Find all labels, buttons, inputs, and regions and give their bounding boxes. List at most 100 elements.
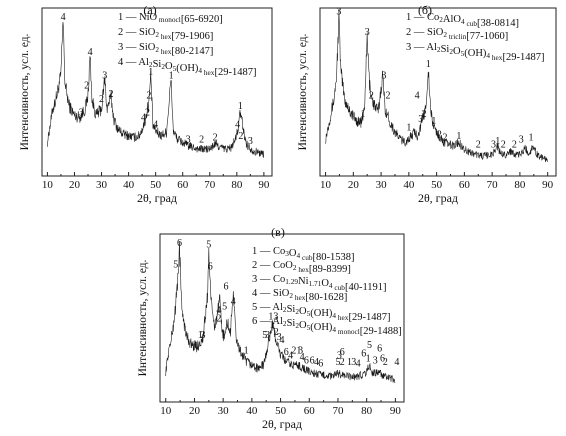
x-tick-label: 60 [304, 405, 316, 417]
peak-label: 6 [340, 347, 345, 358]
peak-label: 5 [206, 239, 211, 250]
plot-frame [41, 7, 273, 177]
peak-label: 6 [361, 349, 366, 360]
peak-label: 2 [386, 91, 391, 102]
xrd-panel-3: 10 20 30 40 50 60 70 80 90 2θ, град Интенсивность,… [137, 225, 405, 431]
peak-label: 3 [373, 355, 378, 366]
legend-entry: 1 — NiO monocl[65-6920] [118, 12, 223, 25]
peak-label: 3 [298, 345, 303, 356]
x-tick-label: 50 [431, 179, 443, 191]
peak-label: 6 [318, 359, 323, 370]
peak-label: 2 [238, 131, 243, 142]
x-tick-label: 70 [204, 179, 216, 191]
peak-label: 4 [153, 119, 158, 130]
peak-label: 6 [377, 344, 382, 355]
x-tick-label: 80 [514, 179, 526, 191]
svg-text:3 — Al2Si2O5(OH)4 hex[29-1487]: 3 — Al2Si2O5(OH)4 hex[29-1487] [406, 42, 544, 63]
x-tick-label: 10 [42, 179, 54, 191]
x-axis-label: 2θ, град [137, 191, 177, 205]
legend-entry: 3 — Co1.29Ni1.71O4 cub[40-1191] [252, 274, 387, 293]
peak-label: 1 [148, 67, 153, 78]
peak-label: 4 [280, 335, 285, 346]
x-tick-label: 70 [487, 179, 499, 191]
peak-label: 13 [268, 312, 278, 323]
peak-label: 2 [109, 89, 114, 100]
legend-entry: 3 — SiO2 hex[80-2147] [118, 42, 213, 57]
x-tick-label: 20 [69, 179, 81, 191]
plot-frame [319, 7, 557, 177]
svg-text:6 — Al2Si2O5(OH)4 monocl[29-14: 6 — Al2Si2O5(OH)4 monocl[29-1488] [252, 316, 402, 337]
x-tick-label: 20 [189, 405, 201, 417]
diffraction-trace [325, 8, 548, 163]
peak-label: 3 [491, 139, 496, 150]
svg-text:5 — Al2Si2O5(OH)4 hex[29-1487]: 5 — Al2Si2O5(OH)4 hex[29-1487] [252, 302, 390, 323]
y-axis-label: Интенсивность, усл. ед. [137, 259, 149, 376]
peak-label: 1 [366, 354, 371, 365]
peak-label: 2 [476, 139, 481, 150]
peak-label: 1 [361, 109, 366, 120]
svg-text:4 — Al2Si2O5(OH)4 hex[29-1487]: 4 — Al2Si2O5(OH)4 hex[29-1487] [118, 57, 256, 78]
peak-label: 1 [456, 131, 461, 142]
svg-text:2 — SiO2 triclin[77-1060]: 2 — SiO2 triclin[77-1060] [406, 27, 508, 42]
peak-label: 1 [347, 357, 352, 368]
peak-label: 1 [169, 71, 174, 82]
peak-label: 4 [235, 119, 240, 130]
peak-label: 5 [173, 260, 178, 271]
peak-label: 6 [284, 347, 289, 358]
peak-label: 1 [406, 123, 411, 134]
svg-text:1 — Co2AlO4 cub[38-0814]: 1 — Co2AlO4 cub[38-0814] [406, 12, 519, 29]
peak-label: 2 [146, 91, 151, 102]
peak-label: 3 [365, 27, 370, 38]
legend-entry: 3 — Al2Si2O5(OH)4 hex[29-1487] [406, 42, 544, 63]
x-tick-label: 90 [542, 179, 554, 191]
peak-label: 3 [79, 108, 84, 119]
peak-label: 2 [383, 357, 388, 368]
peak-label: 2 [512, 139, 517, 150]
peak-label: 3 [186, 134, 191, 145]
svg-text:2 — SiO2 hex[79-1906]: 2 — SiO2 hex[79-1906] [118, 27, 213, 42]
svg-text:1 — NiO monocl[65-6920]: 1 — NiO monocl[65-6920] [118, 12, 223, 25]
legend-entry: 6 — Al2Si2O5(OH)4 monocl[29-1488] [252, 316, 402, 337]
peak-label: 1 [426, 59, 431, 70]
legend-entry: 2 — SiO2 triclin[77-1060] [406, 27, 508, 42]
peak-label: 1 [198, 330, 203, 341]
x-tick-label: 80 [361, 405, 373, 417]
peak-label: 1 [495, 136, 500, 147]
peak-label: 5 [335, 357, 340, 368]
peak-label: 2 [369, 91, 374, 102]
panel-label: (в) [271, 225, 285, 239]
legend-entry: 4 — Al2Si2O5(OH)4 hex[29-1487] [118, 57, 256, 78]
peak-label: 6 [224, 281, 229, 292]
diffraction-trace [165, 240, 396, 384]
legend-entry: 1 — Co3O4 cub[80-1538] [252, 246, 355, 263]
x-tick-label: 50 [275, 405, 287, 417]
peak-label: 2 [340, 357, 345, 368]
peak-label: 3 [277, 332, 282, 343]
peak-label: 6 [208, 261, 213, 272]
x-tick-label: 70 [332, 405, 344, 417]
peak-label: 4 [231, 297, 236, 308]
peak-label: 4 [141, 113, 146, 124]
peak-label: 4 [300, 352, 305, 363]
panel-label: (б) [418, 3, 432, 17]
x-tick-label: 80 [231, 179, 243, 191]
peak-label: 4 [288, 350, 293, 361]
svg-text:2 — CoO2 hex[89-8399]: 2 — CoO2 hex[89-8399] [252, 260, 351, 275]
peak-label: 6 [177, 238, 182, 249]
peak-label: 4 [356, 359, 361, 370]
phase-legend: 1 — NiO monocl[65-6920] 2 — SiO2 hex[79-1… [118, 12, 256, 78]
peak-label: 1 [529, 133, 534, 144]
x-tick-label: 20 [348, 179, 360, 191]
peak-label: 2 [501, 139, 506, 150]
phase-legend: 1 — Co2AlO4 cub[38-0814]2 — SiO2 triclin… [406, 12, 544, 63]
peak-label: 4 [61, 12, 66, 23]
x-tick-label: 30 [96, 179, 108, 191]
svg-text:3 — SiO2 hex[80-2147]: 3 — SiO2 hex[80-2147] [118, 42, 213, 57]
peak-label: 1 [238, 101, 243, 112]
peak-label: 2 [274, 327, 279, 338]
peak-label: 3 [351, 357, 356, 368]
peak-label: 3 [102, 71, 107, 82]
peak-label: 2 [99, 94, 104, 105]
